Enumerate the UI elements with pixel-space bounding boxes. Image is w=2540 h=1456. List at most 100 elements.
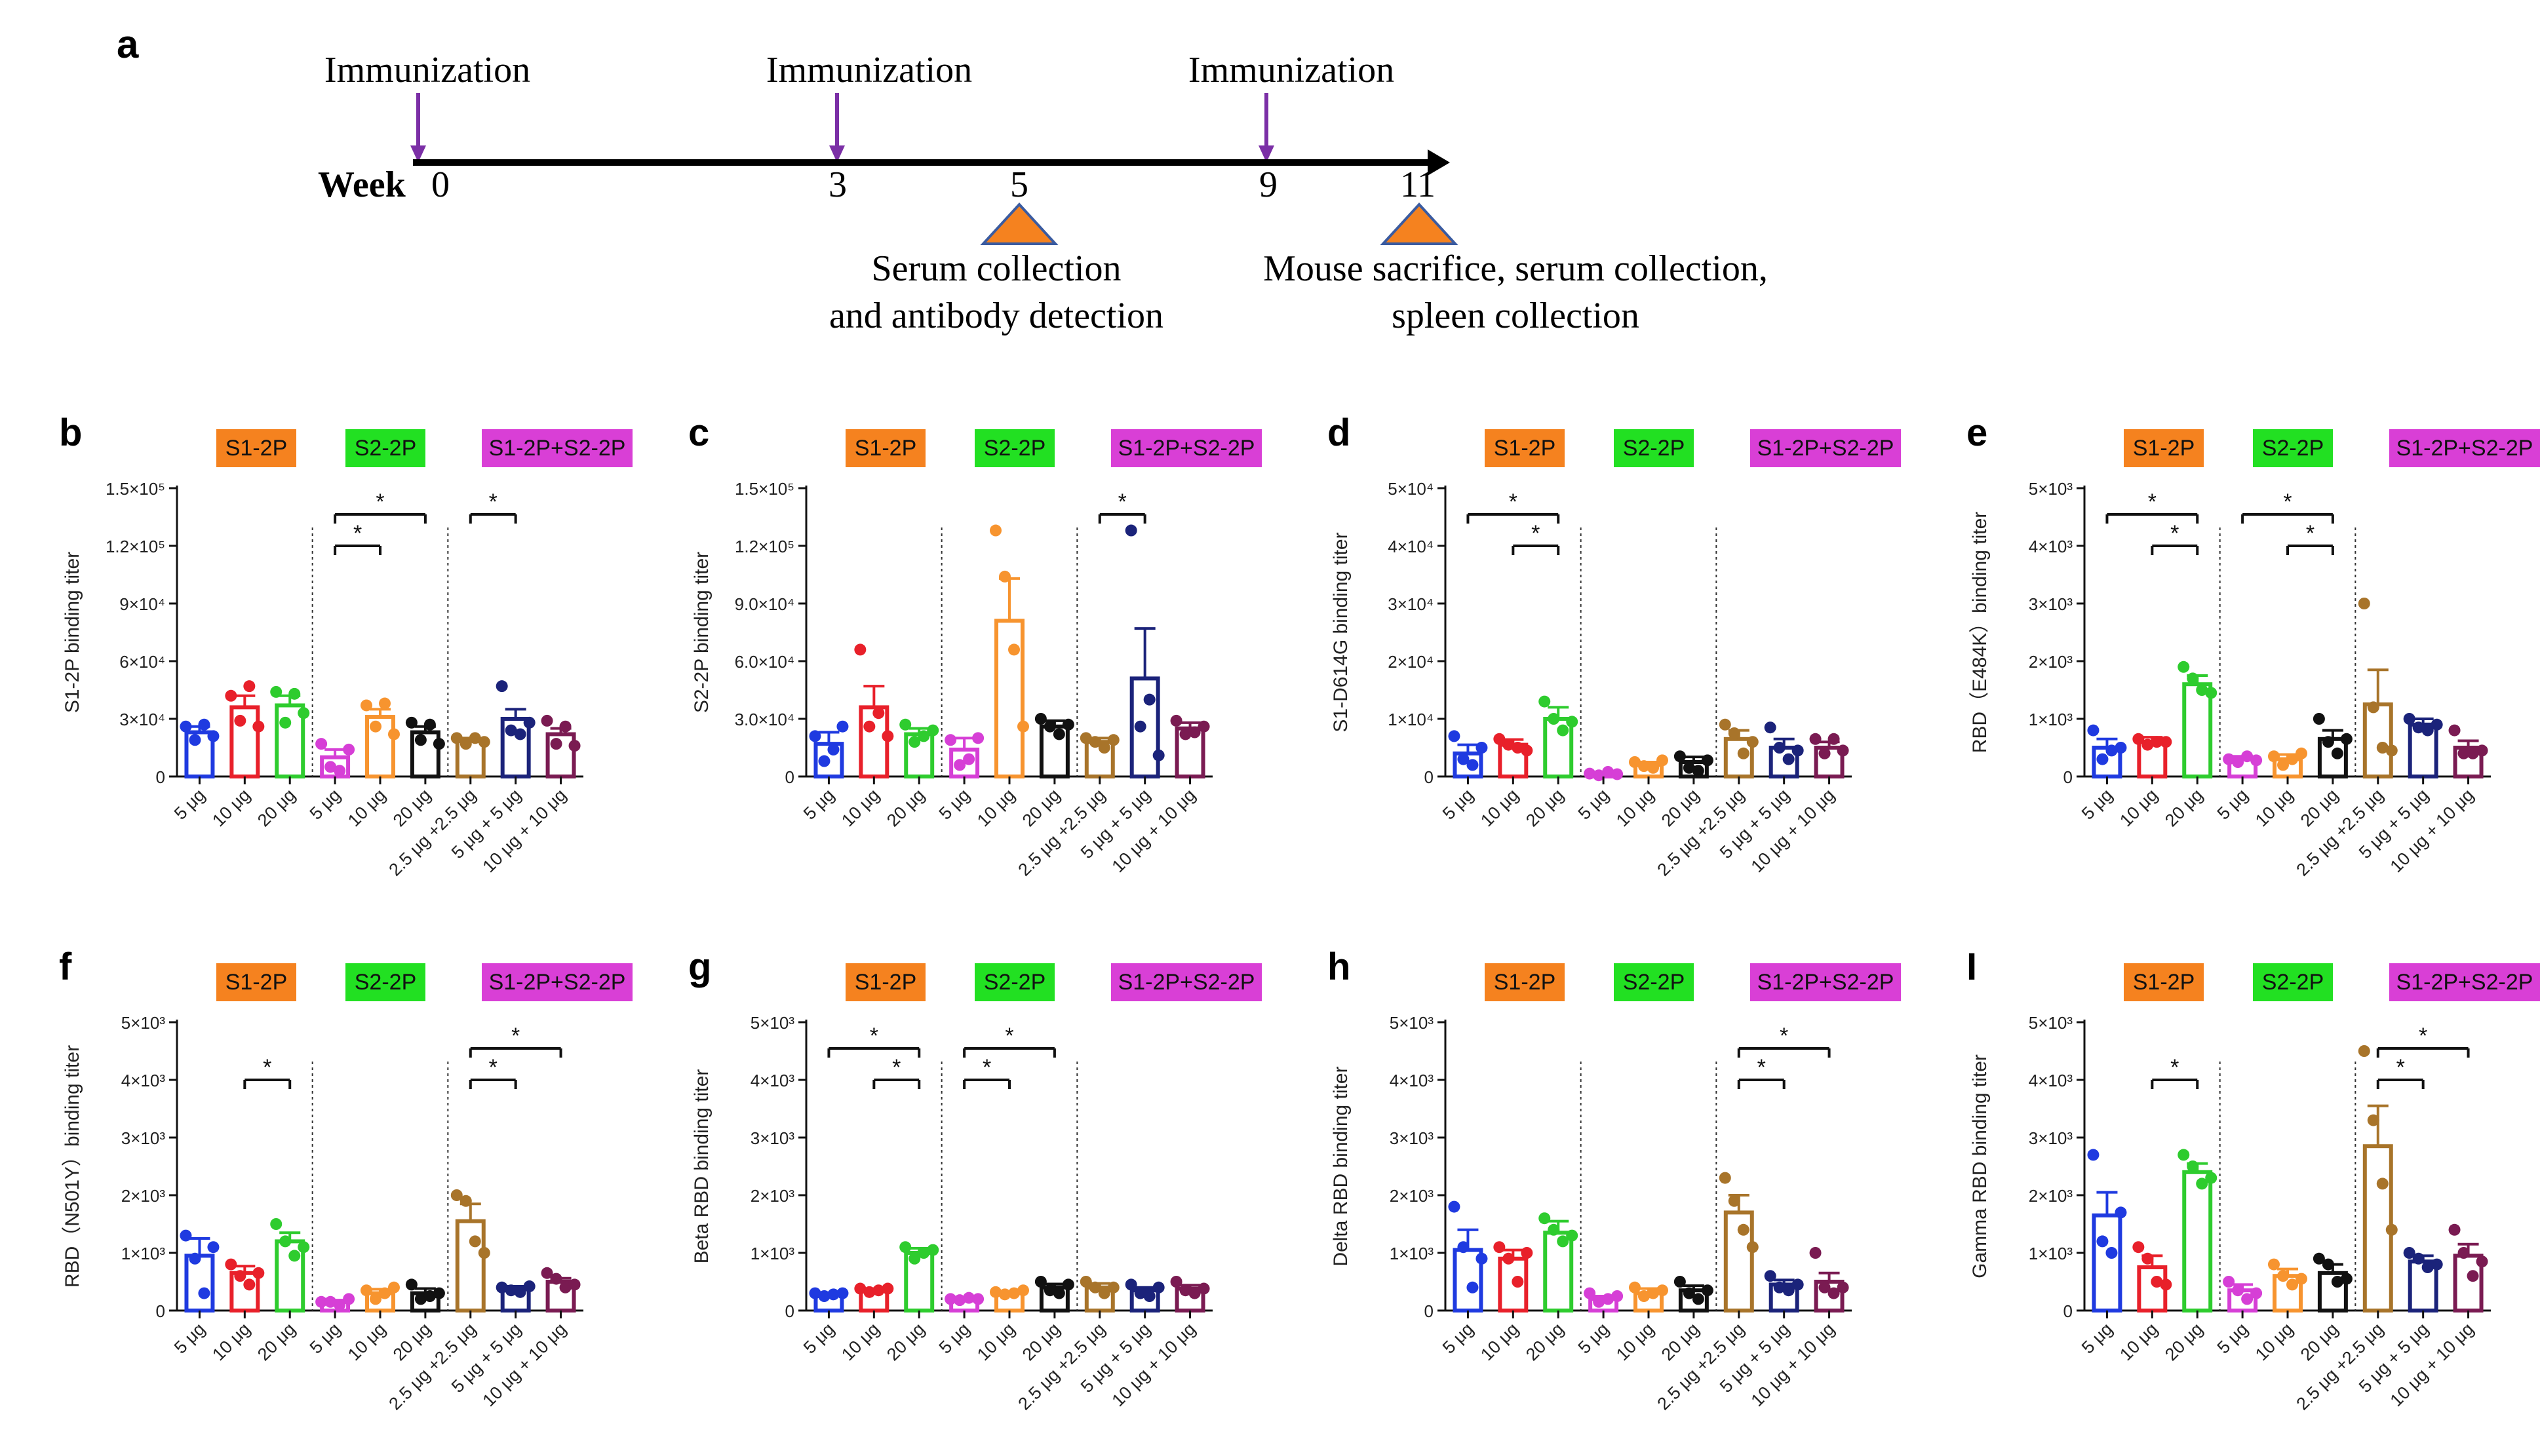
data-point [1475,1252,1488,1265]
week-tick-0: 0 [431,164,450,205]
y-axis-label: S1-D614G binding titer [1330,532,1352,732]
group-badge-s1-2p [846,963,926,1001]
bar-1 [2137,1265,2168,1312]
data-point [2322,736,2334,748]
x-tick-label: 20 μg [254,785,299,830]
sig-star: * [892,1055,901,1080]
data-point [370,720,381,733]
data-point [2096,753,2109,765]
data-point [1125,1278,1137,1291]
data-point [1837,1281,1849,1293]
data-point [550,1273,562,1285]
data-point [2223,1276,2235,1288]
x-tick-label: 5 μg [2214,1319,2252,1358]
x-tick-label: 20 μg [254,1319,299,1364]
data-point [1782,753,1795,765]
data-point [2467,747,2479,759]
panel-letter-h: h [1327,946,1350,988]
group-badge-s2-2p [975,429,1055,467]
group-badge-s1-2p-plus-s2-2p [1750,963,1901,1001]
x-tick-label: 10 μg [2252,1319,2297,1364]
group-badge-s1-2p [216,429,296,467]
data-point [559,1281,572,1293]
data-point [818,1290,830,1302]
data-point [899,718,912,731]
data-point [2385,744,2398,757]
y-tick-label: 0 [156,1301,165,1321]
data-point [2250,754,2263,767]
data-point [2096,1235,2109,1248]
data-point [2141,738,2154,751]
y-tick-label: 2×10³ [1390,1186,1434,1206]
group-badge-label: S2-2P [1623,436,1685,461]
bar-6 [2362,702,2393,778]
data-point [243,680,256,693]
y-tick-label: 9×10⁴ [119,594,165,614]
data-point [243,1278,256,1291]
sig-star: * [1118,489,1127,514]
data-point [2431,1258,2443,1271]
data-point [298,1241,310,1254]
x-tick-label: 5 μg [1439,785,1477,824]
group-badge-label: S1-2P [1494,970,1556,995]
data-point [1791,1278,1804,1291]
data-point [334,1299,346,1311]
x-tick-label: 10 μg [2252,785,2297,830]
sig-star: * [1757,1055,1766,1080]
data-point [1198,1282,1210,1295]
data-point [945,734,957,746]
data-point [334,765,346,777]
y-tick-label: 3×10³ [2029,594,2073,614]
data-point [1673,750,1686,763]
data-point [2187,1160,2199,1172]
group-badge-label: S1-2P [225,970,288,995]
data-point [1188,726,1201,738]
data-point [379,697,391,710]
data-point [1692,765,1704,777]
data-point [2286,1278,2298,1291]
data-point [1008,1287,1020,1299]
y-tick-label: 0 [1424,1301,1434,1321]
data-point [1818,1281,1831,1293]
data-point [909,1252,921,1265]
x-tick-label: 10 μg [1477,785,1522,830]
data-point [999,1288,1011,1301]
data-point [1557,724,1569,737]
x-tick-label: 5 μg [170,1319,209,1358]
data-point [2132,733,2145,745]
data-point [1125,524,1137,537]
x-tick-label: 5 μg [306,785,345,824]
group-badge-s2-2p [2253,963,2333,1001]
data-point [963,753,975,765]
data-point [2132,1241,2145,1254]
data-point [459,738,472,750]
data-point [1818,747,1831,759]
bar-2 [2182,682,2213,778]
data-point [1170,714,1182,727]
data-point [1044,1284,1056,1297]
group-badge-s1-2p [1485,429,1565,467]
y-tick-label: 2×10⁴ [1388,652,1434,672]
bar-2 [2182,1170,2213,1312]
y-tick-label: 0 [1424,767,1434,787]
group-badge-s2-2p [1614,429,1694,467]
y-tick-label: 1×10³ [2029,710,2073,729]
data-point [343,1293,355,1305]
y-tick-label: 4×10³ [2029,1071,2073,1090]
data-point [1089,736,1101,748]
data-point [1475,742,1488,754]
group-badge-label: S1-2P+S2-2P [1757,970,1894,995]
data-point [882,730,894,742]
data-point [2421,724,2434,737]
chart-panel-b: b S1-2P S2-2P S1-2P+S2-2P 0 3×10⁴ 6×10⁴ 9×10⁴ 1.… [59,412,633,880]
data-point [180,720,192,733]
data-point [279,716,292,729]
group-badge-s2-2p [1614,963,1694,1001]
sig-star: * [2170,521,2179,546]
data-point [1457,753,1470,765]
week-tick-11: 11 [1400,164,1436,205]
y-tick-label: 5×10⁴ [1388,479,1434,499]
y-axis-label: S1-2P binding titer [62,552,83,713]
data-point [1638,760,1650,773]
data-point [198,1287,210,1299]
